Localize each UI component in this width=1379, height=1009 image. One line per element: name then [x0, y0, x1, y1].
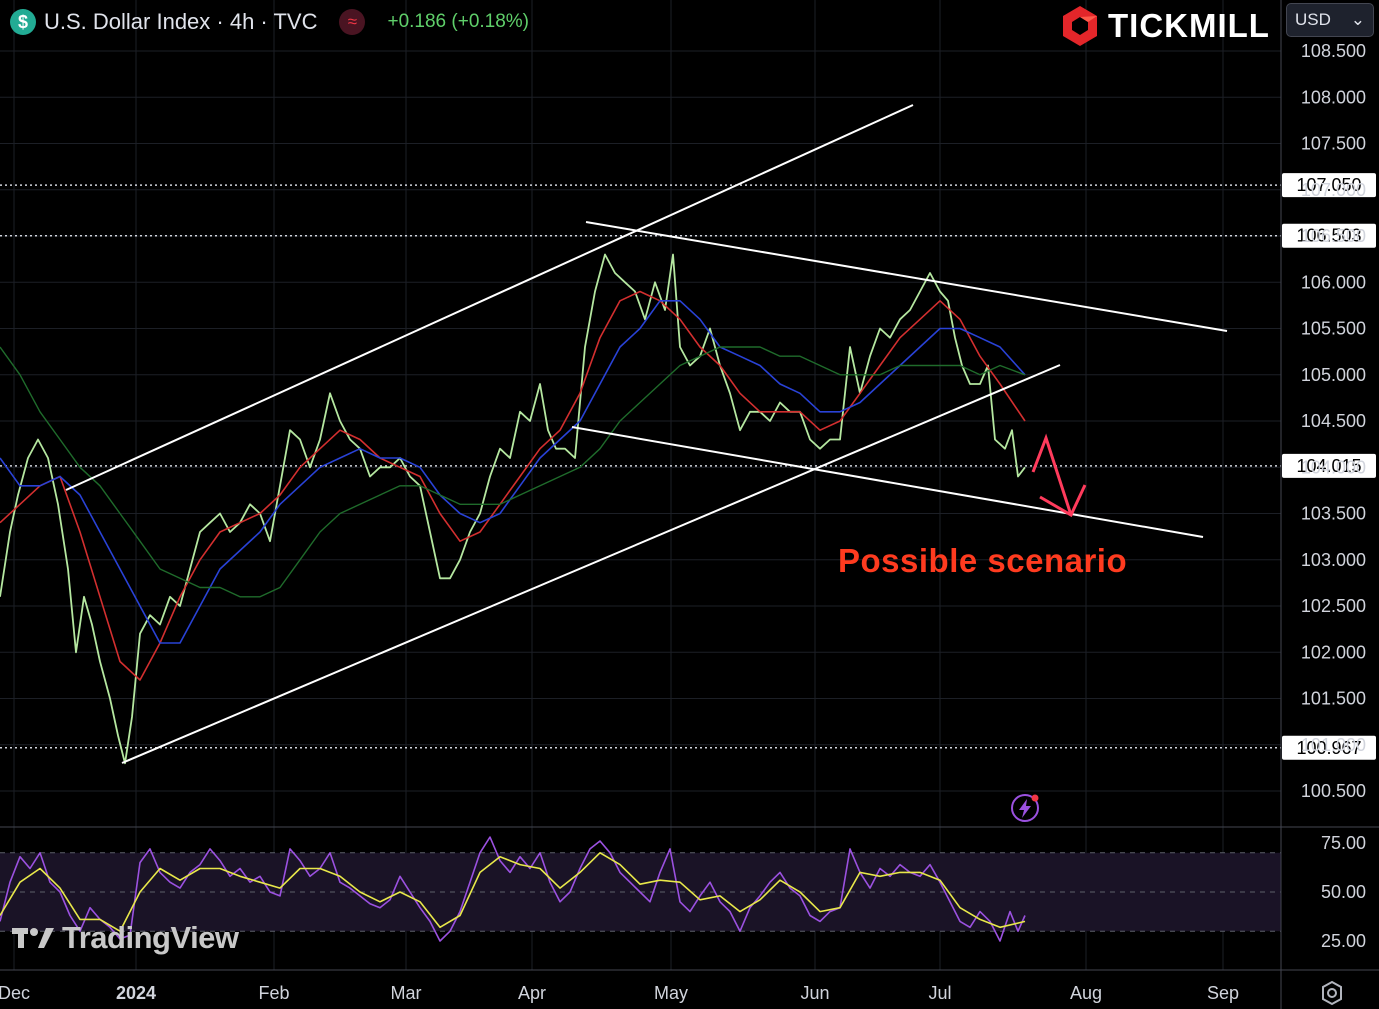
x-tick-label: Jul [928, 983, 951, 1003]
trendlines [65, 104, 1228, 764]
symbol-header: $ U.S. Dollar Index · 4h · TVC ≈ +0.186 … [0, 0, 529, 44]
price-series [0, 253, 1026, 765]
tradingview-text: TradingView [62, 920, 239, 955]
y-tick-label: 106.500 [1301, 226, 1366, 246]
price-level-label: 107.050 [1296, 175, 1361, 195]
brand-name: TICKMILL [1108, 7, 1270, 44]
rsi-series [0, 836, 1026, 942]
y-tick-label: 107.000 [1301, 180, 1366, 200]
y-tick-label: 107.500 [1301, 134, 1366, 154]
upper-channel-line [65, 104, 914, 491]
scenario-arrow [1031, 433, 1087, 518]
y-tick-label: 103.500 [1301, 504, 1366, 524]
x-tick-label: Jun [800, 983, 829, 1003]
y-tick-label: 106.000 [1301, 272, 1366, 292]
tickmill-logo-icon [1063, 6, 1097, 46]
x-tick-label: Apr [518, 983, 546, 1003]
brand: TICKMILL [1060, 4, 1270, 48]
rsi-tick-label: 50.00 [1321, 882, 1366, 902]
price-level-tag [1282, 735, 1376, 760]
rsi-tick-label: 75.00 [1321, 833, 1366, 853]
y-tick-label: 105.500 [1301, 319, 1366, 339]
y-tick-label: 102.000 [1301, 642, 1366, 662]
price-change: +0.186 (+0.18%) [387, 11, 530, 32]
y-tick-label: 102.500 [1301, 596, 1366, 616]
settings-icon[interactable] [1319, 980, 1345, 1006]
price-level-label: 100.967 [1296, 738, 1361, 758]
scenario-annotation: Possible scenario [838, 542, 1128, 579]
tradingview-watermark: TradingView [12, 920, 239, 956]
dollar-icon[interactable]: $ [10, 9, 36, 35]
rsi-line [0, 836, 1026, 942]
price-level-label: 104.015 [1296, 456, 1361, 476]
x-tick-label: 2024 [116, 983, 156, 1003]
y-tick-label: 108.000 [1301, 87, 1366, 107]
y-tick-label: 101.500 [1301, 689, 1366, 709]
descending-lower-line [571, 426, 1204, 538]
currency-select[interactable]: USD ⌄ [1286, 3, 1374, 37]
symbol-title[interactable]: U.S. Dollar Index · 4h · TVC [44, 9, 318, 34]
lower-channel-line [121, 364, 1061, 764]
x-tick-label: Aug [1070, 983, 1102, 1003]
x-tick-label: Dec [0, 983, 30, 1003]
y-tick-label: 101.000 [1301, 735, 1366, 755]
price-level-label: 106.503 [1296, 226, 1361, 246]
price-level-tag [1282, 223, 1376, 248]
price-level-tag [1282, 453, 1376, 478]
x-tick-label: May [654, 983, 688, 1003]
y-tick-label: 100.500 [1301, 781, 1366, 801]
indicator-icon[interactable]: ≈ [339, 9, 366, 35]
y-tick-label: 104.000 [1301, 457, 1366, 477]
y-tick-label: 108.500 [1301, 41, 1366, 61]
x-tick-label: Mar [391, 983, 422, 1003]
x-tick-label: Feb [258, 983, 289, 1003]
horizontal-levels: 107.050 106.503 104.015 100.967 [0, 173, 1376, 760]
chevron-down-icon: ⌄ [1350, 10, 1365, 29]
x-tick-label: Sep [1207, 983, 1239, 1003]
y-tick-label: 104.500 [1301, 411, 1366, 431]
price-line [0, 253, 1026, 765]
y-tick-label: 103.000 [1301, 550, 1366, 570]
price-level-tag [1282, 173, 1376, 198]
rsi-tick-label: 25.00 [1321, 931, 1366, 951]
flash-icon[interactable] [1010, 793, 1040, 823]
ema-fast-line [0, 290, 1026, 681]
currency-label: USD [1295, 10, 1331, 29]
rsi-ma-line [0, 851, 1026, 933]
tradingview-logo-icon [12, 928, 54, 948]
price-grid [0, 0, 1281, 970]
y-tick-label: 105.000 [1301, 365, 1366, 385]
ema-slow-line [0, 346, 1026, 598]
descending-upper-line [585, 221, 1228, 332]
